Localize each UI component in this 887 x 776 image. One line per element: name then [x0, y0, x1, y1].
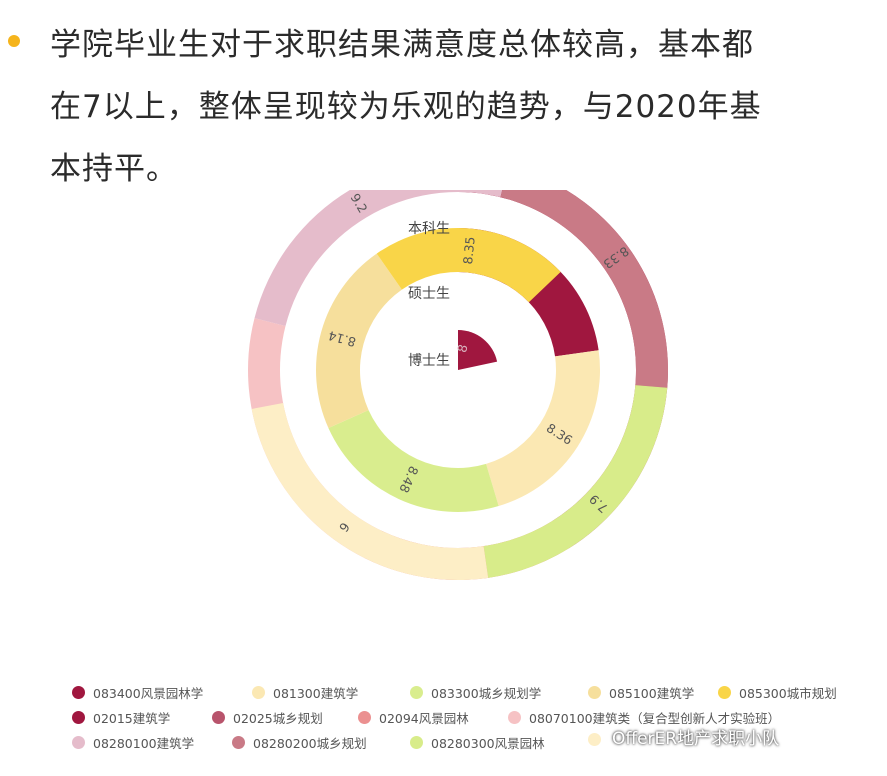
ring-1-segment-7 [483, 385, 668, 578]
legend-item[interactable]: 08280200城乡规划 [232, 733, 367, 752]
ring-3-label-1: 8 [454, 343, 470, 354]
center-label-3: 博士生 [408, 352, 450, 369]
legend-label: 02094风景园林 [379, 711, 469, 726]
legend-item[interactable]: 083300城乡规划学 [410, 683, 541, 702]
watermark-text: OfferER地产求职小队 [612, 729, 780, 749]
center-label-1: 本科生 [408, 221, 450, 237]
legend-swatch [72, 736, 85, 749]
legend-label: 08280200城乡规划 [253, 736, 367, 751]
legend-label: 02025城乡规划 [233, 711, 323, 726]
ring-2-segment-3 [328, 410, 499, 512]
legend-swatch [212, 711, 225, 724]
legend-swatch [410, 736, 423, 749]
legend-item[interactable]: 083400风景园林学 [72, 683, 203, 702]
satisfaction-polar-chart: 7.617.61689.28.337.998.438.368.488.148.3… [247, 190, 668, 580]
legend-swatch [718, 686, 731, 699]
ring-2-label-4: 8.14 [327, 328, 358, 350]
heading-line-3: 本持平。 [50, 151, 178, 187]
legend-swatch [410, 686, 423, 699]
legend-swatch [588, 686, 601, 699]
legend-label: 083400风景园林学 [93, 686, 204, 701]
legend-label: 08280300风景园林 [431, 736, 545, 751]
legend-label: 085100建筑学 [609, 686, 695, 701]
legend-label: 083300城乡规划学 [431, 686, 542, 701]
heading-line-1: 学院毕业生对于求职结果满意度总体较高，基本都 [50, 27, 754, 63]
legend-swatch [72, 686, 85, 699]
legend-label: 02015建筑学 [93, 711, 171, 726]
ring-1-segment-5 [254, 190, 503, 327]
legend-swatch [358, 711, 371, 724]
center-label-2: 硕士生 [408, 286, 450, 302]
ring-2-label-5: 8.35 [460, 236, 478, 265]
chart-legend: 083400风景园林学 081300建筑学 083300城乡规划学 085100建筑学… [72, 683, 872, 763]
legend-item[interactable]: 085100建筑学 [588, 683, 694, 702]
legend-swatch [508, 711, 521, 724]
ring-1-segment-8 [251, 403, 489, 580]
legend-item[interactable]: 02025城乡规划 [212, 708, 323, 727]
legend-swatch [232, 736, 245, 749]
bullet-dot [8, 35, 20, 47]
legend-item[interactable]: 08280300风景园林 [410, 733, 545, 752]
legend-item[interactable]: 081300建筑学 [252, 683, 358, 702]
legend-swatch [252, 686, 265, 699]
legend-label: 081300建筑学 [273, 686, 359, 701]
ring-2-segment-4 [316, 253, 402, 429]
heading-line-2: 在7以上，整体呈现较为乐观的趋势，与2020年基 [50, 89, 762, 125]
legend-item[interactable]: 02015建筑学 [72, 708, 170, 727]
legend-label: 08280100建筑学 [93, 736, 195, 751]
ring-1-segment-6 [500, 190, 668, 388]
ring-3-segment-1 [458, 330, 498, 370]
legend-swatch [588, 733, 601, 746]
legend-label: 085300城市规划 [739, 686, 837, 701]
legend-item[interactable]: 08070100建筑类（复合型创新人才实验班） [508, 708, 780, 727]
legend-item[interactable]: 085300城市规划 [718, 683, 837, 702]
legend-label: 08070100建筑类（复合型创新人才实验班） [529, 711, 781, 726]
legend-item[interactable]: 08280100建筑学 [72, 733, 194, 752]
ring-2-segment-5 [376, 228, 561, 303]
page-heading: 学院毕业生对于求职结果满意度总体较高，基本都 在7以上，整体呈现较为乐观的趋势，与… [50, 14, 850, 200]
legend-item[interactable] [588, 733, 609, 746]
ring-2-segment-2 [486, 350, 600, 507]
legend-swatch [72, 711, 85, 724]
legend-item[interactable]: 02094风景园林 [358, 708, 469, 727]
